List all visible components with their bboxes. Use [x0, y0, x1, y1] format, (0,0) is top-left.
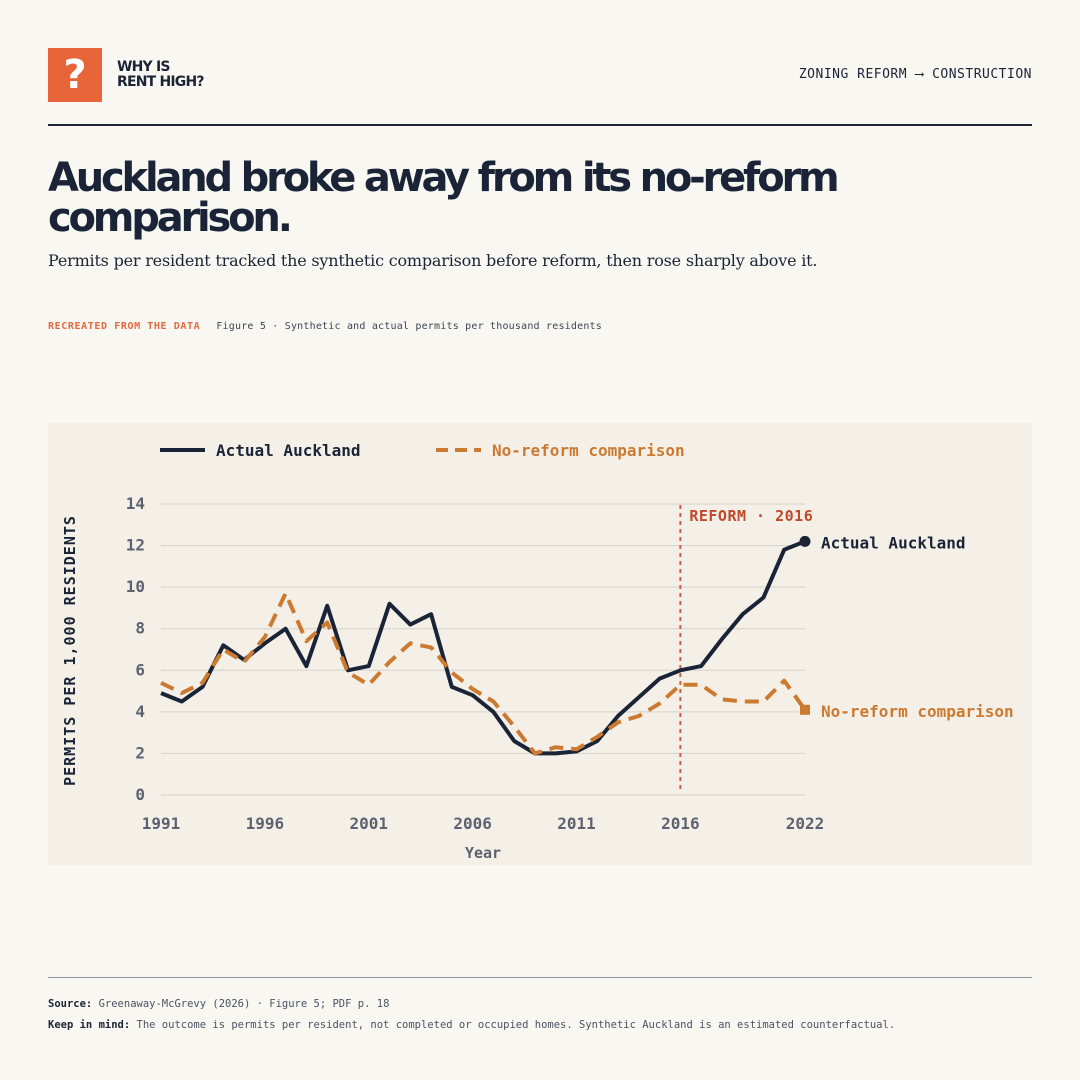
- caveat-note: Keep in mind: The outcome is permits per…: [48, 1019, 1032, 1031]
- x-tick-label: 2016: [661, 814, 700, 833]
- footer-divider: [48, 977, 1032, 978]
- brand-line-1: WHY IS: [117, 59, 170, 75]
- no-reform-comparison-line: [160, 591, 807, 756]
- topic-label: ZONING REFORM ⟶ CONSTRUCTION: [798, 67, 1032, 82]
- caveat-label: Keep in mind:: [48, 1019, 131, 1031]
- y-tick-label: 0: [135, 785, 145, 804]
- chart-panel: 0 2 4 6 8 10 12 14 1991 1996 2001 2006 2011 2016 2022 Y…: [48, 423, 1032, 865]
- x-tick-label: 2022: [786, 814, 825, 833]
- source-label: Source:: [48, 998, 93, 1010]
- y-tick-label: 12: [126, 536, 145, 555]
- series-end-label: Actual Auckland: [821, 533, 966, 552]
- question-mark-icon: ?: [48, 48, 102, 102]
- source-note: Source: Greenaway-McGrevy (2026) · Figur…: [48, 998, 1032, 1010]
- legend-label: Actual Auckland: [216, 441, 361, 460]
- line-chart: 0 2 4 6 8 10 12 14 1991 1996 2001 2006 2011 2016 2022 Y…: [61, 441, 1014, 862]
- x-axis-title: Year: [465, 844, 501, 862]
- x-tick-label: 1996: [246, 814, 285, 833]
- header-divider: [48, 124, 1032, 126]
- x-tick-label: 2011: [557, 814, 596, 833]
- end-marker-square: [800, 704, 810, 715]
- brand-line-2: RENT HIGH?: [117, 74, 205, 90]
- caveat-text: The outcome is permits per resident, not…: [136, 1019, 896, 1031]
- page-subtitle: Permits per resident tracked the synthet…: [48, 251, 818, 270]
- y-tick-label: 8: [135, 619, 145, 638]
- page-title: Auckland broke away from its no-reform c…: [48, 155, 840, 241]
- y-tick-label: 4: [135, 702, 145, 721]
- y-tick-label: 14: [126, 494, 145, 513]
- reform-label: REFORM · 2016: [689, 507, 813, 525]
- end-marker-dot: [799, 535, 811, 547]
- y-tick-label: 10: [126, 577, 145, 596]
- y-axis-title: PERMITS PER 1,000 RESIDENTS: [61, 515, 79, 786]
- source-text: Greenaway-McGrevy (2026) · Figure 5; PDF…: [98, 998, 390, 1010]
- x-tick-label: 2006: [453, 814, 492, 833]
- brand-wordmark[interactable]: WHY IS RENT HIGH?: [117, 60, 237, 90]
- series-end-label: No-reform comparison: [821, 702, 1014, 721]
- y-tick-label: 6: [135, 660, 145, 679]
- actual-auckland-line: [160, 539, 806, 756]
- figure-label: Figure 5 · Synthetic and actual permits …: [216, 321, 602, 332]
- x-tick-label: 1991: [142, 814, 181, 833]
- figure-caption: RECREATED FROM THE DATA Figure 5 · Synth…: [48, 321, 602, 332]
- legend-label: No-reform comparison: [492, 441, 685, 460]
- y-tick-label: 2: [135, 743, 145, 762]
- recreated-tag: RECREATED FROM THE DATA: [48, 321, 201, 332]
- x-tick-label: 2001: [349, 814, 388, 833]
